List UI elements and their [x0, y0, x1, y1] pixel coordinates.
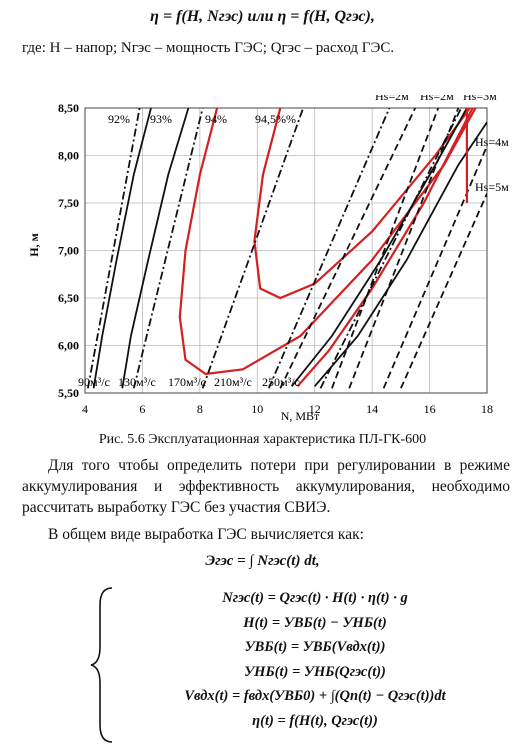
x-tick-label: 18: [481, 402, 493, 416]
curve: [319, 108, 463, 389]
curve-label: Hs=2м: [420, 95, 454, 103]
equation: Nгэс(t) = Qгэс(t) · H(t) · η(t) · g: [222, 590, 408, 606]
curve-label: 94%: [205, 112, 227, 126]
y-tick-label: 8,50: [58, 101, 79, 115]
x-tick-label: 4: [82, 402, 88, 416]
definitions: где: H – напор; Nгэс – мощность ГЭС; Qгэ…: [22, 40, 395, 56]
x-tick-label: 16: [424, 402, 436, 416]
y-tick-label: 7,50: [58, 196, 79, 210]
brace-path: [90, 587, 113, 743]
curve-label: Hs=3м: [463, 95, 497, 103]
paragraph: В общем виде выработка ГЭС вычисляется к…: [48, 526, 364, 543]
curve-label: 250м³/с: [262, 375, 300, 389]
curve: [201, 108, 305, 389]
x-tick-label: 10: [251, 402, 263, 416]
formula: Эгэс = ∫ Nгэс(t) dt,: [205, 553, 320, 569]
curve: [348, 108, 460, 389]
curve: [87, 108, 141, 389]
curve: [178, 108, 477, 376]
formula: η = f(H, Nгэс) или η = f(H, Qгэс),: [150, 8, 375, 25]
curve-label: 130м³/с: [118, 375, 156, 389]
x-tick-label: 14: [366, 402, 378, 416]
y-tick-label: 6,50: [58, 291, 79, 305]
curve: [296, 108, 474, 388]
curve: [279, 108, 417, 389]
curve-label: 90м³/с: [78, 375, 110, 389]
y-tick-label: 8,00: [58, 149, 79, 163]
curve: [92, 108, 152, 389]
paragraph: Для того чтобы определить потери при рег…: [22, 457, 510, 516]
curve-label: Hs=5м: [475, 180, 509, 194]
equation: η(t) = f(H(t), Qгэс(t)): [252, 712, 378, 729]
curve-label: 93%: [150, 112, 172, 126]
curve: [267, 108, 391, 389]
curve-label: 92%: [108, 112, 130, 126]
curve-label: 94,5%%: [255, 112, 296, 126]
equation: УВБ(t) = УВБ(Vвдх(t)): [244, 639, 386, 655]
curve-label: Hs=4м: [475, 135, 509, 149]
curve: [121, 108, 190, 389]
x-tick-label: 6: [139, 402, 145, 416]
y-tick-label: 5,50: [58, 386, 79, 400]
equation: H(t) = УВБ(t) − УНБ(t): [243, 614, 387, 631]
x-tick-label: 12: [309, 402, 321, 416]
plot-frame: [84, 107, 488, 394]
curve-label: 170м³/с: [168, 375, 206, 389]
x-axis-label: N, МВт: [281, 409, 320, 423]
equation: УНБ(t) = УНБ(Qгэс(t)): [244, 663, 386, 680]
y-tick-label: 7,00: [58, 244, 79, 258]
curve: [253, 108, 471, 300]
x-tick-label: 8: [197, 402, 203, 416]
curve: [400, 193, 487, 389]
y-tick-label: 6,00: [58, 339, 79, 353]
brace: [90, 587, 113, 743]
y-axis-label: H, м: [27, 233, 41, 257]
curve: [331, 108, 440, 389]
equation: Vвдх(t) = fвдх(УВБ0) + ∫(Qп(t) − Qгэс(t)…: [184, 688, 446, 704]
curve: [132, 108, 204, 389]
caption: Рис. 5.6 Эксплуатационная характеристика…: [98, 432, 427, 447]
chart: 5,50 6,00 6,50 7,00 7,50 8,00 8,50 4 6 8 10 12 14 16 1…: [27, 95, 509, 423]
curve-label: Hs=2м: [375, 95, 409, 103]
curve-label: 210м³/с: [214, 375, 252, 389]
